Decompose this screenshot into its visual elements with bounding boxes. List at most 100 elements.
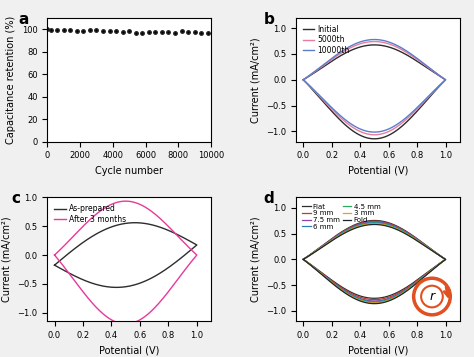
6 mm	[417, 277, 423, 282]
9 mm	[372, 297, 377, 302]
10000th	[430, 68, 436, 72]
Line: 9 mm: 9 mm	[303, 221, 446, 300]
Initial	[374, 43, 380, 47]
4.5 mm	[395, 293, 401, 298]
Line: 7.5 mm: 7.5 mm	[303, 222, 446, 301]
After 3 months	[52, 253, 57, 257]
Flat	[301, 257, 306, 262]
After 3 months	[168, 286, 174, 290]
3 mm	[370, 301, 375, 305]
3 mm	[301, 257, 306, 262]
6 mm	[430, 248, 436, 253]
Flat	[372, 296, 377, 301]
As-prepared	[122, 285, 128, 289]
As-prepared	[102, 227, 108, 232]
10000th	[301, 77, 306, 82]
Initial	[370, 137, 375, 141]
Flat	[371, 218, 377, 223]
9 mm	[374, 219, 380, 223]
5000th	[430, 69, 436, 73]
10000th	[351, 42, 356, 47]
As-prepared	[125, 221, 131, 225]
3 mm	[372, 301, 377, 305]
Initial	[371, 43, 377, 47]
X-axis label: Potential (V): Potential (V)	[99, 346, 159, 356]
9 mm	[395, 291, 401, 296]
Fold	[372, 302, 377, 306]
4.5 mm	[301, 257, 306, 262]
Fold	[371, 222, 377, 227]
Legend: Flat, 9 mm, 7.5 mm, 6 mm, 4.5 mm, 3 mm, Fold: Flat, 9 mm, 7.5 mm, 6 mm, 4.5 mm, 3 mm, …	[300, 201, 383, 232]
4.5 mm	[374, 221, 380, 225]
Fold	[370, 301, 375, 306]
Line: 10000th: 10000th	[303, 40, 446, 132]
5000th	[395, 124, 401, 129]
Flat	[374, 218, 380, 223]
4.5 mm	[301, 257, 306, 262]
Fold	[395, 295, 401, 299]
9 mm	[370, 297, 375, 302]
6 mm	[372, 300, 377, 304]
4.5 mm	[372, 300, 377, 305]
As-prepared	[132, 221, 138, 225]
7.5 mm	[371, 220, 377, 224]
4.5 mm	[371, 221, 377, 225]
5000th	[351, 44, 356, 49]
5000th	[301, 77, 306, 82]
7.5 mm	[351, 224, 356, 228]
10000th	[301, 77, 306, 82]
3 mm	[374, 222, 380, 226]
5000th	[372, 133, 377, 137]
Line: As-prepared: As-prepared	[55, 223, 197, 287]
7.5 mm	[417, 277, 423, 281]
Flat	[417, 276, 423, 280]
5000th	[371, 39, 377, 44]
Line: 6 mm: 6 mm	[303, 222, 446, 302]
Line: 4.5 mm: 4.5 mm	[303, 223, 446, 302]
Line: After 3 months: After 3 months	[55, 201, 197, 324]
Flat	[395, 290, 401, 295]
Y-axis label: Current (mA/cm²): Current (mA/cm²)	[251, 217, 261, 302]
3 mm	[395, 294, 401, 298]
Line: 3 mm: 3 mm	[303, 224, 446, 303]
9 mm	[417, 277, 423, 281]
After 3 months	[146, 311, 152, 316]
9 mm	[301, 257, 306, 262]
Initial	[395, 128, 401, 132]
Flat	[301, 257, 306, 262]
Text: a: a	[18, 12, 28, 27]
7.5 mm	[372, 299, 377, 303]
3 mm	[430, 249, 436, 253]
Initial	[351, 47, 356, 51]
4.5 mm	[430, 249, 436, 253]
Line: Fold: Fold	[303, 225, 446, 304]
7.5 mm	[430, 248, 436, 253]
9 mm	[301, 257, 306, 262]
Y-axis label: Current (mA/cm²): Current (mA/cm²)	[2, 217, 12, 302]
As-prepared	[52, 263, 57, 267]
X-axis label: Cycle number: Cycle number	[95, 166, 163, 176]
10000th	[417, 103, 423, 107]
Flat	[430, 248, 436, 252]
5000th	[374, 40, 380, 44]
As-prepared	[146, 277, 152, 282]
6 mm	[395, 293, 401, 297]
Fold	[430, 249, 436, 253]
Line: Flat: Flat	[303, 221, 446, 298]
4.5 mm	[417, 278, 423, 282]
Initial	[372, 137, 377, 141]
Fold	[301, 257, 306, 262]
X-axis label: Potential (V): Potential (V)	[348, 166, 408, 176]
Flat	[370, 296, 375, 300]
Text: b: b	[264, 12, 274, 27]
10000th	[374, 37, 380, 42]
Text: d: d	[264, 191, 274, 206]
Line: 5000th: 5000th	[303, 41, 446, 135]
3 mm	[371, 222, 377, 226]
5000th	[417, 104, 423, 108]
3 mm	[351, 226, 356, 230]
9 mm	[351, 224, 356, 228]
Initial	[417, 106, 423, 110]
Y-axis label: Current (mA/cm²): Current (mA/cm²)	[251, 37, 261, 122]
After 3 months	[123, 199, 128, 203]
